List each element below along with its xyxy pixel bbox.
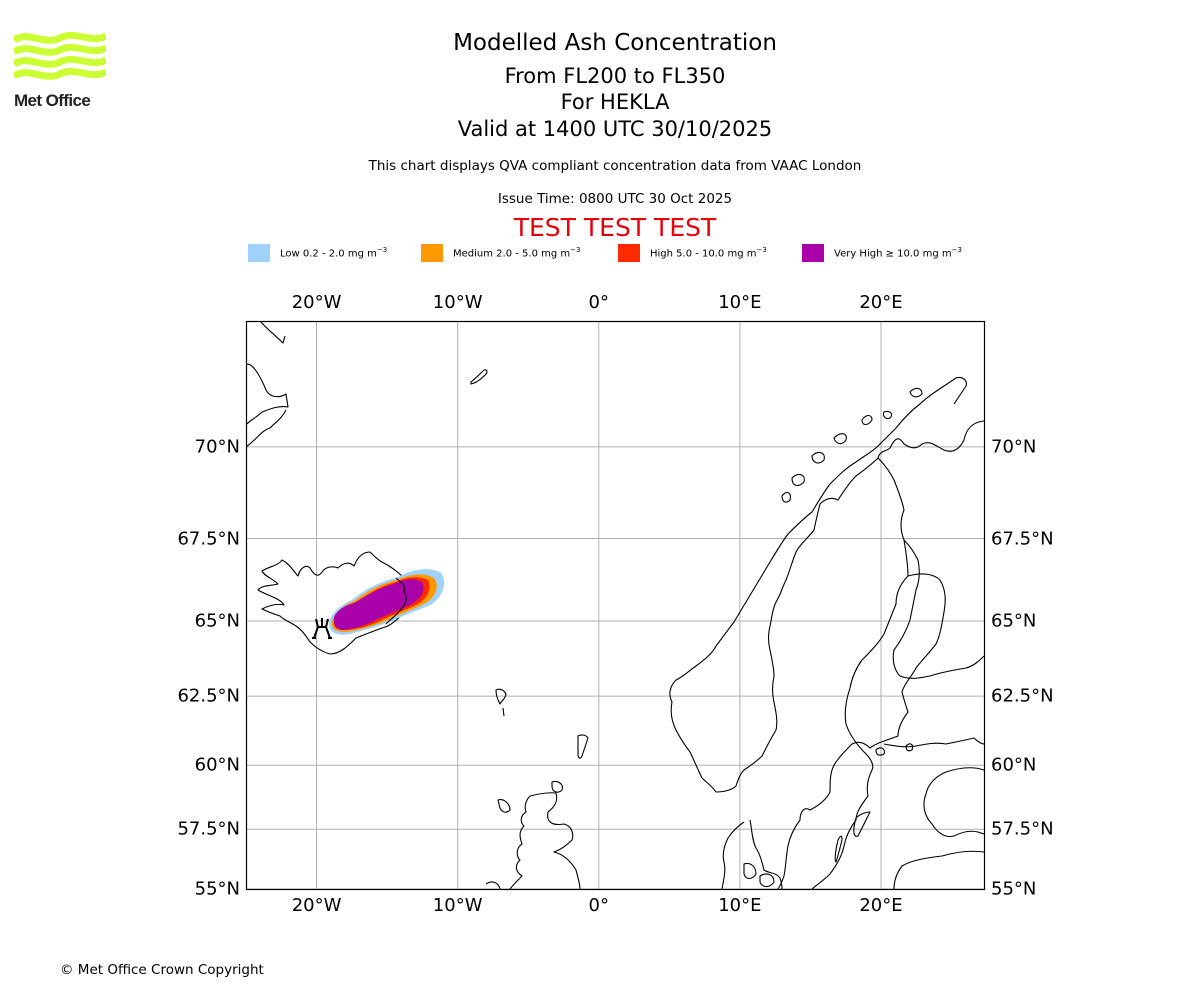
coastline-norway-islands-north	[781, 376, 967, 503]
copyright: © Met Office Crown Copyright	[60, 962, 264, 978]
logo-text: Met Office	[14, 91, 91, 110]
lat-tick-label-left: 60°N	[194, 754, 240, 776]
coastline-iceland-east	[385, 577, 407, 625]
lon-tick-label-top: 20°W	[291, 292, 342, 313]
coastline-shetland	[577, 734, 589, 759]
legend-item-medium: Medium 2.0 - 5.0 mg m−3	[421, 244, 580, 262]
map-frame	[245, 320, 986, 891]
coastline-oland	[834, 835, 843, 863]
lat-tick-label-right: 65°N	[991, 610, 1037, 632]
lon-tick-label-top: 10°E	[718, 292, 762, 313]
legend-item-low: Low 0.2 - 2.0 mg m−3	[248, 244, 387, 262]
coastline-gotland	[853, 811, 871, 837]
lat-tick-label-left: 62.5°N	[177, 685, 240, 707]
chart-title: Modelled Ash Concentration	[453, 30, 777, 56]
coastline-scotland	[485, 792, 581, 889]
legend-item-very-high: Very High ≥ 10.0 mg m−3	[802, 244, 962, 262]
lon-tick-label-top: 20°E	[859, 292, 903, 313]
lat-tick-label-right: 55°N	[991, 878, 1037, 900]
lon-tick-label-top: 0°	[588, 292, 609, 313]
legend-label-medium: Medium 2.0 - 5.0 mg m−3	[453, 246, 581, 260]
lat-tick-label-left: 70°N	[194, 436, 240, 458]
lon-tick-label-bottom: 20°E	[859, 895, 903, 916]
lon-tick-label-bottom: 10°E	[718, 895, 762, 916]
legend-label-low: Low 0.2 - 2.0 mg m−3	[280, 246, 388, 260]
lat-tick-label-right: 67.5°N	[991, 528, 1054, 550]
issue-time: Issue Time: 0800 UTC 30 Oct 2025	[497, 191, 733, 207]
test-banner: TEST TEST TEST	[513, 213, 717, 242]
lat-tick-label-left: 55°N	[194, 878, 240, 900]
logo-wave	[14, 43, 106, 56]
ash-cloud	[329, 569, 445, 635]
coastlines	[246, 321, 984, 889]
flight-level-range: From FL200 to FL350	[504, 64, 726, 88]
lat-tick-label-left: 67.5°N	[177, 528, 240, 550]
coastline-baltic	[893, 767, 984, 889]
legend-swatch-low	[248, 244, 270, 262]
logo-wave	[14, 55, 106, 68]
coastline-greenland-north	[259, 321, 286, 344]
lat-tick-label-left: 57.5°N	[177, 818, 240, 840]
coastline-finland	[883, 539, 984, 748]
lat-tick-label-right: 70°N	[991, 436, 1037, 458]
legend-label-very-high: Very High ≥ 10.0 mg m−3	[834, 246, 962, 260]
coastline-jan-mayen	[470, 369, 488, 385]
lon-tick-label-bottom: 10°W	[432, 895, 483, 916]
coastline-norway	[777, 420, 984, 889]
lon-tick-label-bottom: 0°	[588, 895, 609, 916]
legend-swatch-medium	[421, 244, 443, 262]
coastline-norway-west	[669, 427, 897, 793]
coastline-aland	[875, 743, 914, 756]
lon-tick-label-top: 10°W	[432, 292, 483, 313]
volcano-icon	[312, 618, 332, 639]
legend-swatch-very-high	[802, 244, 824, 262]
ash-layer-very-high	[333, 579, 424, 630]
coastline-iceland	[257, 551, 410, 655]
volcano-name: For HEKLA	[560, 90, 670, 114]
met-office-logo: Met Office	[14, 30, 106, 112]
logo-wave	[14, 31, 106, 44]
logo-wave	[14, 67, 106, 80]
chart-description: This chart displays QVA compliant concen…	[368, 158, 862, 174]
legend-label-high: High 5.0 - 10.0 mg m−3	[650, 246, 767, 260]
coastline-faroe	[495, 688, 507, 717]
valid-time: Valid at 1400 UTC 30/10/2025	[457, 117, 773, 141]
coastline-greenland	[246, 363, 289, 448]
legend-item-high: High 5.0 - 10.0 mg m−3	[618, 244, 767, 262]
coastline-orkney	[551, 780, 563, 793]
met-office-waves-icon	[14, 31, 106, 80]
coastline-denmark	[721, 819, 783, 889]
coastline-sweden-east	[811, 575, 909, 889]
lat-tick-label-right: 60°N	[991, 754, 1037, 776]
lat-tick-label-right: 62.5°N	[991, 685, 1054, 707]
lat-tick-label-right: 57.5°N	[991, 818, 1054, 840]
legend-swatch-high	[618, 244, 640, 262]
lat-tick-label-left: 65°N	[194, 610, 240, 632]
lon-tick-label-bottom: 20°W	[291, 895, 342, 916]
